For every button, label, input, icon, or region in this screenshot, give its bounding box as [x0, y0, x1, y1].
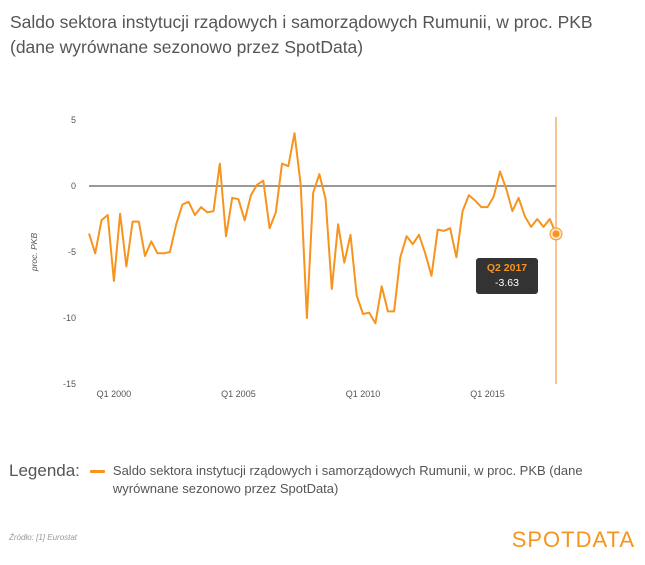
last-point-marker — [552, 230, 560, 238]
point-tooltip: Q2 2017 -3.63 — [476, 258, 538, 294]
y-tick-label: 5 — [71, 115, 76, 125]
y-tick-label: -15 — [63, 379, 76, 389]
x-tick-label: Q1 2010 — [346, 389, 381, 399]
chart-title: Saldo sektora instytucji rządowych i sam… — [10, 12, 593, 57]
line-chart: 5 0 -5 -10 -15 proc. PKB Q1 2000 Q1 2005 Q1 2010… — [29, 115, 563, 399]
y-tick-label: 0 — [71, 181, 76, 191]
series-line — [88, 132, 557, 325]
y-axis-title: proc. PKB — [29, 233, 39, 273]
legend: Legenda: Saldo sektora instytucji rządow… — [9, 460, 629, 498]
y-tick-label: -5 — [68, 247, 76, 257]
tooltip-value: -3.63 — [495, 277, 519, 289]
x-tick-label: Q1 2005 — [221, 389, 256, 399]
tooltip-period: Q2 2017 — [486, 262, 528, 274]
x-tick-label: Q1 2015 — [470, 389, 505, 399]
brand-logo: SPOTDATA — [511, 527, 635, 552]
source-note: Źródło: [1] Eurostat — [9, 533, 78, 542]
y-tick-label: -10 — [63, 313, 76, 323]
legend-series-label[interactable]: Saldo sektora instytucji rządowych i sam… — [112, 463, 583, 496]
x-tick-label: Q1 2000 — [97, 389, 132, 399]
legend-line-swatch[interactable] — [89, 470, 105, 473]
legend-title: Legenda: — [9, 461, 80, 480]
